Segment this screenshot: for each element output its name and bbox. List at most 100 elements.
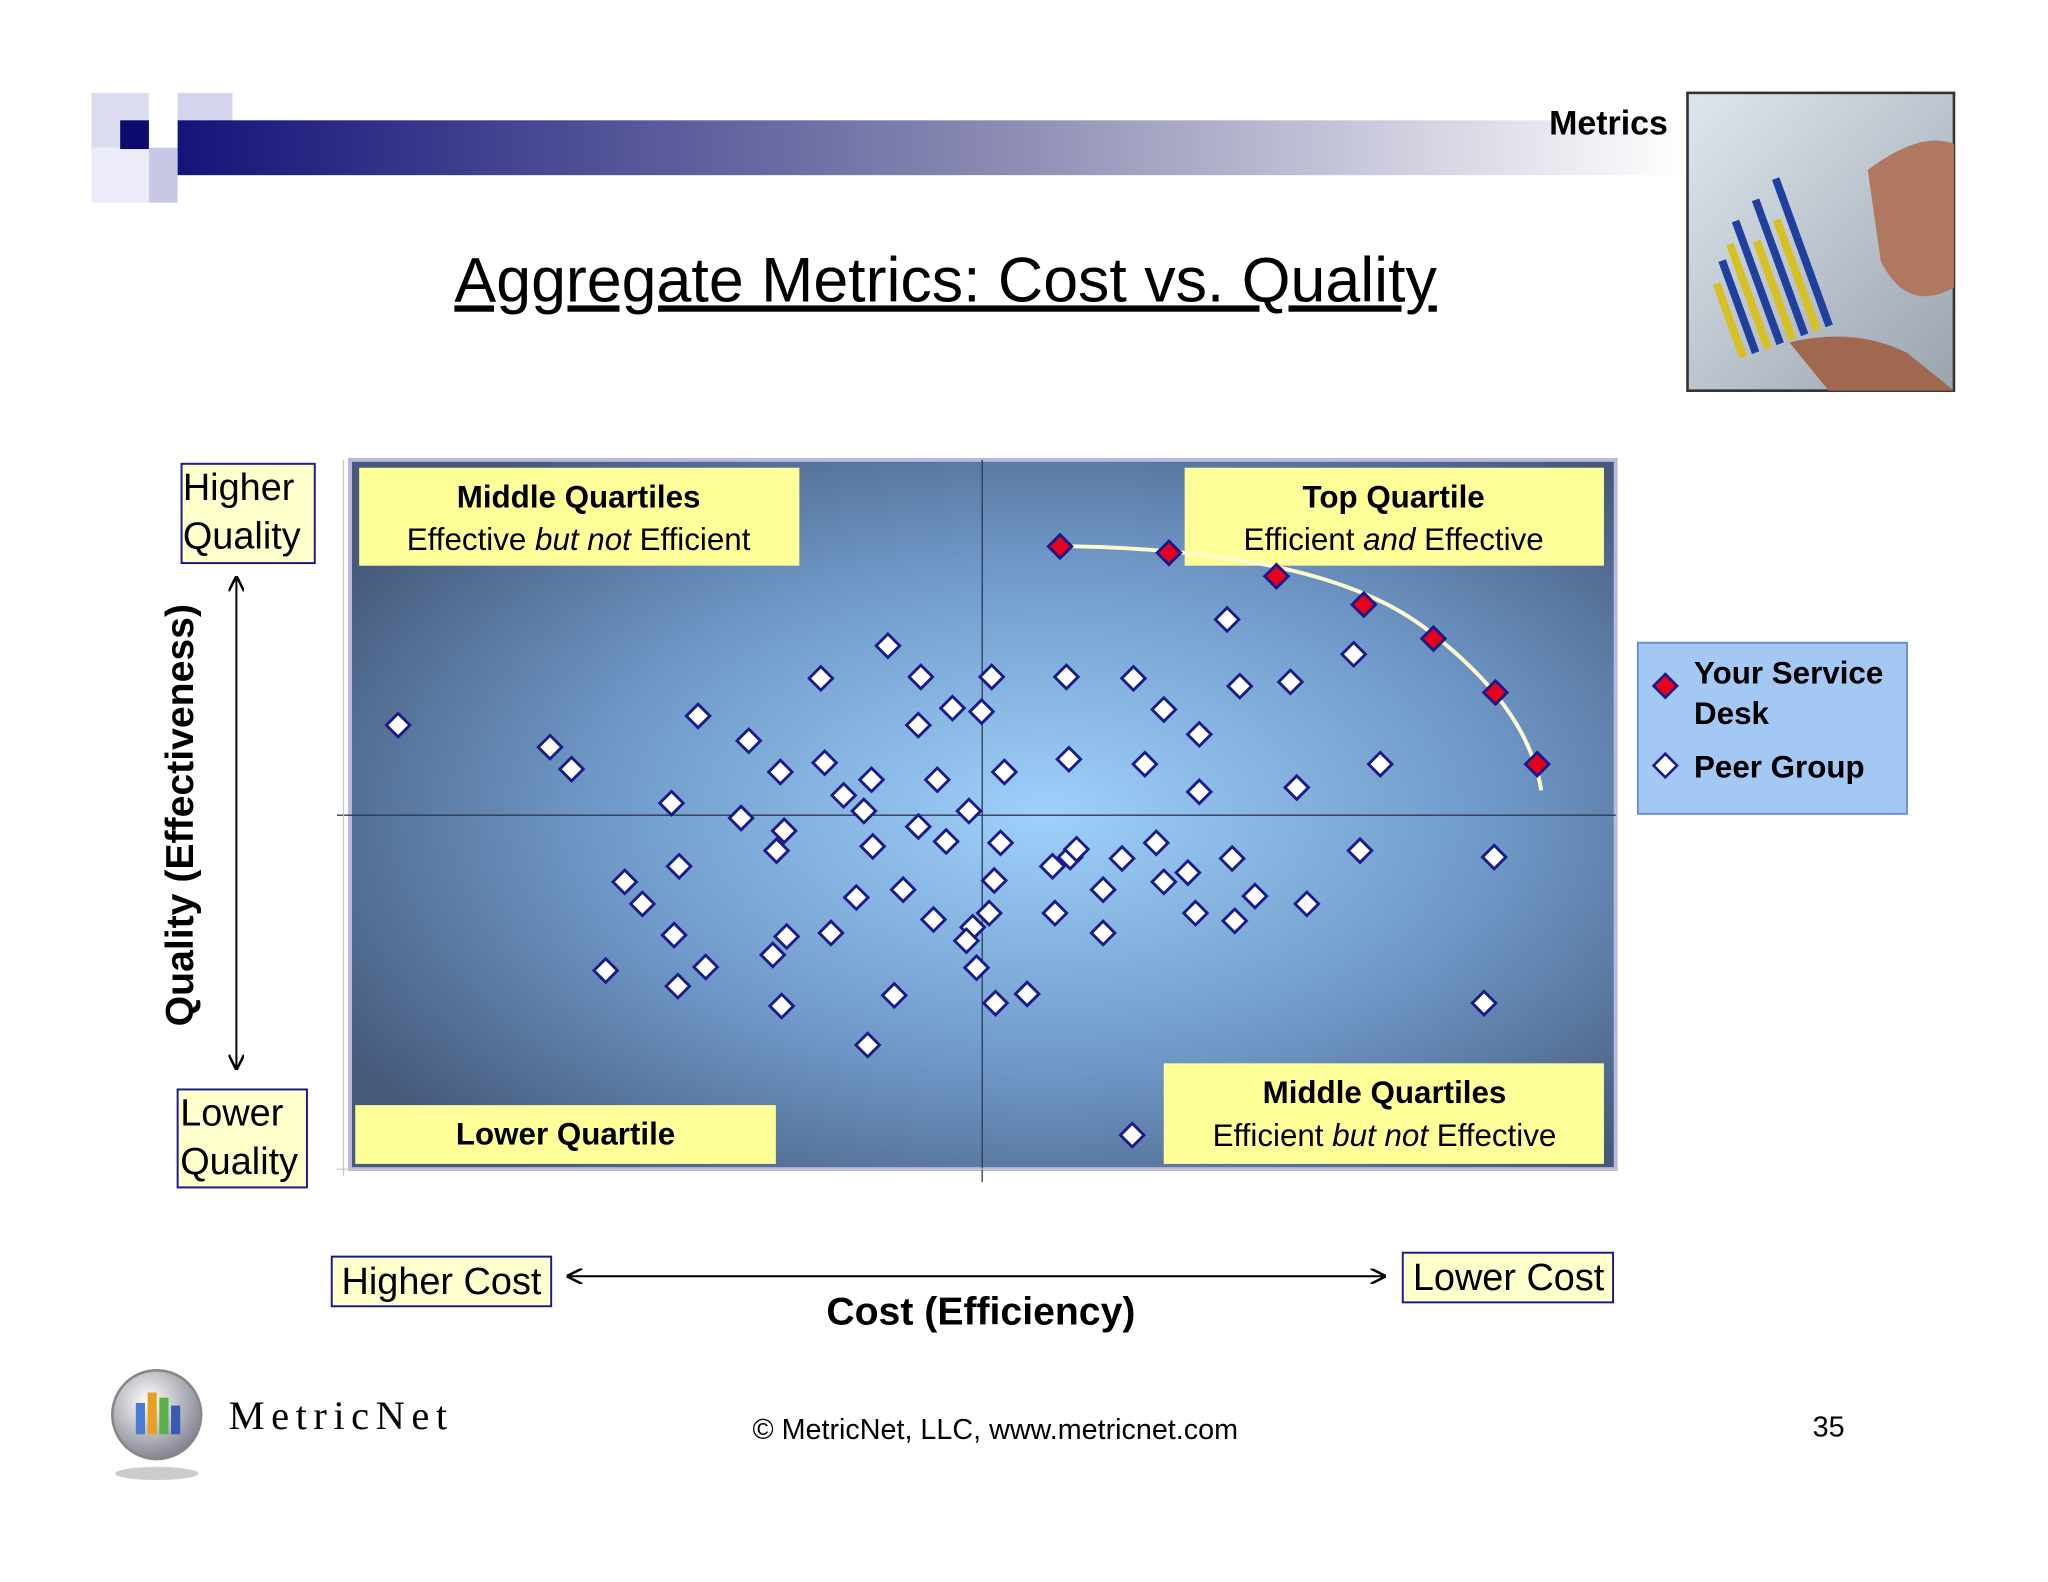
data-point (817, 919, 845, 947)
data-point (684, 702, 712, 730)
data-point (980, 866, 1009, 895)
quadrant-title: Lower Quartile (456, 1117, 675, 1152)
y-axis-title: Quality (Effectiveness) (159, 604, 202, 1026)
data-point (904, 812, 933, 841)
data-point (767, 992, 796, 1020)
data-point (904, 711, 933, 739)
y-low-label: Lower Quality (180, 1093, 298, 1183)
data-point (1038, 852, 1067, 881)
data-point (952, 926, 981, 955)
data-point (1013, 980, 1041, 1008)
data-point (842, 883, 871, 912)
quadrant-box (355, 1105, 776, 1164)
data-point (880, 981, 909, 1010)
quadrant-box (359, 467, 800, 566)
data-point (858, 832, 887, 861)
data-point (1241, 882, 1269, 910)
data-point (1276, 668, 1305, 696)
text-part: but not (535, 522, 632, 557)
logo (111, 1368, 203, 1480)
legend-marker (1651, 672, 1679, 700)
label-box (330, 1255, 553, 1308)
logo-text: MetricNet (229, 1393, 454, 1438)
data-point (657, 789, 686, 817)
quadrant-text: Efficient but not Effective (1213, 1118, 1557, 1153)
data-point (591, 956, 620, 985)
section-label: Metrics (1549, 104, 1668, 142)
data-point (962, 953, 991, 982)
data-point (691, 953, 720, 981)
data-point (664, 972, 692, 1000)
data-point (907, 663, 935, 691)
quadrant-box (1184, 467, 1604, 566)
data-point (1181, 899, 1210, 927)
data-point (850, 797, 878, 825)
data-point (1174, 858, 1202, 887)
legend: Your Service Desk Peer Group (1651, 656, 1883, 785)
label-line: Higher (183, 467, 295, 509)
data-point (1346, 836, 1374, 865)
data-point (1185, 778, 1214, 806)
quadrant-title: Top Quartile (1303, 479, 1485, 514)
data-point (857, 765, 886, 794)
photo (1686, 91, 1956, 392)
data-point (1150, 868, 1178, 896)
data-point (1185, 720, 1214, 749)
label-line: Desk (1694, 696, 1769, 731)
text-part: Efficient (1213, 1118, 1333, 1153)
text-part: Effective (407, 522, 535, 557)
data-point (986, 829, 1015, 857)
data-point (1339, 640, 1368, 669)
page-number: 35 (1813, 1412, 1845, 1444)
label-line: Quality (183, 515, 301, 557)
legend-label: Peer Group (1694, 750, 1865, 785)
data-point (1220, 907, 1249, 935)
data-point (1282, 773, 1311, 802)
data-point (1131, 750, 1159, 778)
data-point (1155, 539, 1183, 567)
quadrant-title: Middle Quartiles (1263, 1075, 1507, 1110)
x-axis-title: Cost (Efficiency) (826, 1290, 1135, 1333)
data-point (1481, 678, 1510, 707)
data-point (1118, 1121, 1146, 1149)
label-box (180, 462, 316, 565)
data-point (1213, 605, 1241, 634)
data-point (384, 711, 412, 739)
data-point (1119, 664, 1148, 693)
data-point (628, 890, 657, 918)
data-point (990, 758, 1019, 786)
data-point (1523, 750, 1551, 778)
y-high-label: Higher Quality (183, 467, 301, 557)
data-point (610, 868, 639, 896)
label-line: Lower (180, 1093, 283, 1135)
data-point (1150, 695, 1178, 724)
text-part: Efficient (1244, 522, 1364, 557)
data-point (1089, 875, 1117, 904)
data-point (1225, 672, 1254, 700)
data-point (766, 758, 795, 786)
data-point (1142, 829, 1171, 857)
text-part: Efficient (631, 522, 751, 557)
data-point (1055, 745, 1083, 773)
data-point (1108, 844, 1136, 873)
x-low-label: Higher Cost (342, 1261, 542, 1303)
data-point (772, 922, 801, 951)
legend-label: Your Service Desk (1694, 656, 1883, 731)
data-point (762, 836, 791, 865)
data-point (536, 733, 564, 761)
data-point (1052, 663, 1081, 691)
data-points (384, 532, 1551, 1149)
data-point (955, 797, 983, 825)
data-point (1480, 843, 1508, 871)
data-point (1218, 844, 1246, 873)
quadrant-text: Effective but not Efficient (407, 522, 751, 557)
label-box (1401, 1251, 1615, 1304)
data-point (977, 663, 1006, 691)
data-point (975, 899, 1003, 927)
legend-box (1636, 641, 1908, 815)
data-point (665, 852, 693, 881)
data-point (923, 765, 952, 794)
data-point (874, 631, 902, 660)
data-point (981, 989, 1010, 1017)
